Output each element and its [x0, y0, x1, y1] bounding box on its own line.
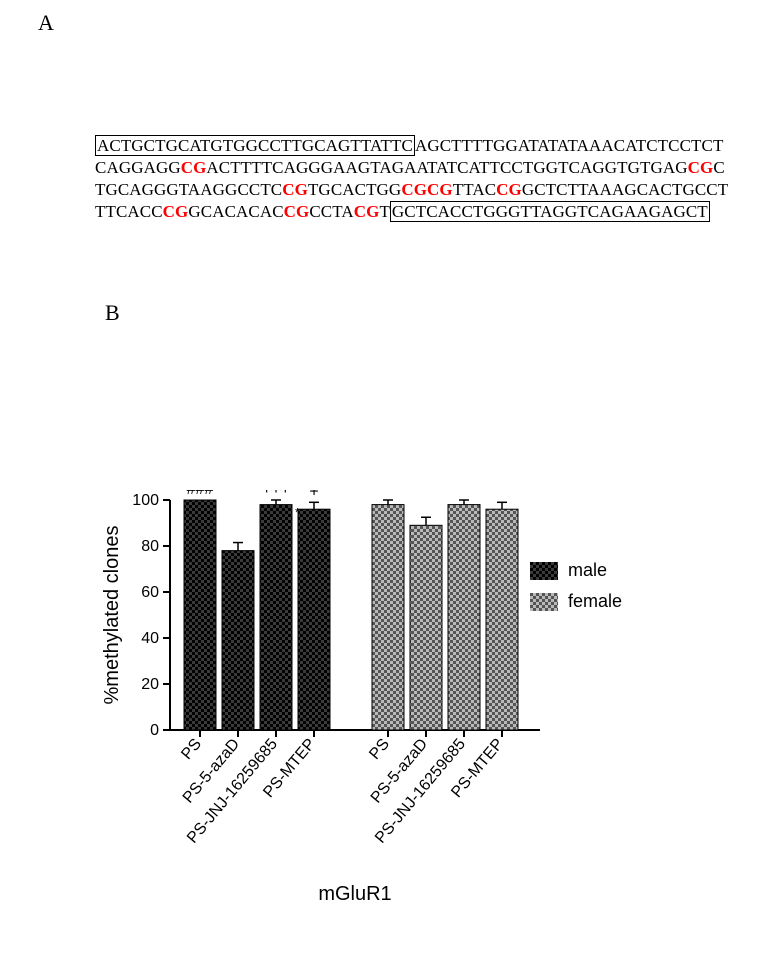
dna-sequence-block: ACTGCTGCATGTGGCCTTGCAGTTATTCAGCTTTTGGATA…	[95, 135, 695, 223]
sequence-segment: CAGGAGG	[95, 158, 181, 177]
sequence-segment: TGCAGGGTAAGGCCTC	[95, 180, 282, 199]
sequence-row: ACTGCTGCATGTGGCCTTGCAGTTATTCAGCTTTTGGATA…	[95, 135, 695, 157]
sequence-segment: AGCTTTTGGATATATAAACATCTCCTCT	[415, 136, 723, 155]
cpg-site: CG	[284, 202, 310, 221]
sequence-segment: GCTCTTAAAGCACTGCCT	[522, 180, 728, 199]
bar	[486, 509, 518, 730]
legend-item-male: male	[530, 560, 622, 581]
sequence-segment: T	[379, 202, 389, 221]
bar	[184, 500, 216, 730]
x-tick-label: PS	[178, 736, 205, 763]
cpg-site: CG	[282, 180, 308, 199]
cpg-site: CGCG	[401, 180, 452, 199]
sequence-row: TTCACCCGGCACACACCGCCTACGTGCTCACCTGGGTTAG…	[95, 201, 695, 223]
panel-label-a: A	[38, 10, 54, 36]
bar	[372, 505, 404, 730]
sequence-segment: CCTA	[309, 202, 353, 221]
sequence-segment: ACTTTTCAGGGAAGTAGAATATCATTCCTGGTCAGGTGTG…	[206, 158, 687, 177]
y-tick-label: 20	[141, 676, 159, 693]
cpg-site: CG	[354, 202, 380, 221]
significance-mark: +	[309, 490, 318, 500]
y-tick-label: 100	[132, 492, 159, 509]
legend-item-female: female	[530, 591, 622, 612]
y-axis-label: %methylated clones	[101, 526, 123, 705]
bar	[448, 505, 480, 730]
legend-label: female	[568, 591, 622, 612]
primer-box: GCTCACCTGGGTTAGGTCAGAAGAGCT	[390, 201, 710, 222]
y-tick-label: 0	[150, 722, 159, 739]
bar	[298, 509, 330, 730]
bar	[222, 551, 254, 730]
legend-swatch-female	[530, 593, 558, 611]
significance-mark: ###	[187, 490, 214, 498]
bar	[260, 505, 292, 730]
cpg-site: CG	[181, 158, 207, 177]
y-tick-label: 60	[141, 584, 159, 601]
sequence-segment: TTAC	[453, 180, 496, 199]
bar	[410, 525, 442, 730]
y-tick-label: 40	[141, 630, 159, 647]
cpg-site: CG	[688, 158, 714, 177]
primer-box: ACTGCTGCATGTGGCCTTGCAGTTATTC	[95, 135, 415, 156]
sequence-segment: GCACACAC	[188, 202, 283, 221]
cpg-site: CG	[163, 202, 189, 221]
significance-mark: +++	[262, 490, 290, 498]
panel-label-b: B	[105, 300, 120, 326]
sequence-segment: TGCACTGG	[308, 180, 401, 199]
legend-swatch-male	[530, 562, 558, 580]
y-tick-label: 80	[141, 538, 159, 555]
chart-legend: male female	[530, 560, 622, 622]
sequence-row: CAGGAGGCGACTTTTCAGGGAAGTAGAATATCATTCCTGG…	[95, 157, 695, 179]
sequence-segment: TTCACC	[95, 202, 163, 221]
sequence-segment: C	[713, 158, 724, 177]
x-axis-label: mGluR1	[318, 883, 391, 905]
cpg-site: CG	[496, 180, 522, 199]
legend-label: male	[568, 560, 607, 581]
x-tick-label: PS	[366, 736, 393, 763]
sequence-row: TGCAGGGTAAGGCCTCCGTGCACTGGCGCGTTACCGGCTC…	[95, 179, 695, 201]
